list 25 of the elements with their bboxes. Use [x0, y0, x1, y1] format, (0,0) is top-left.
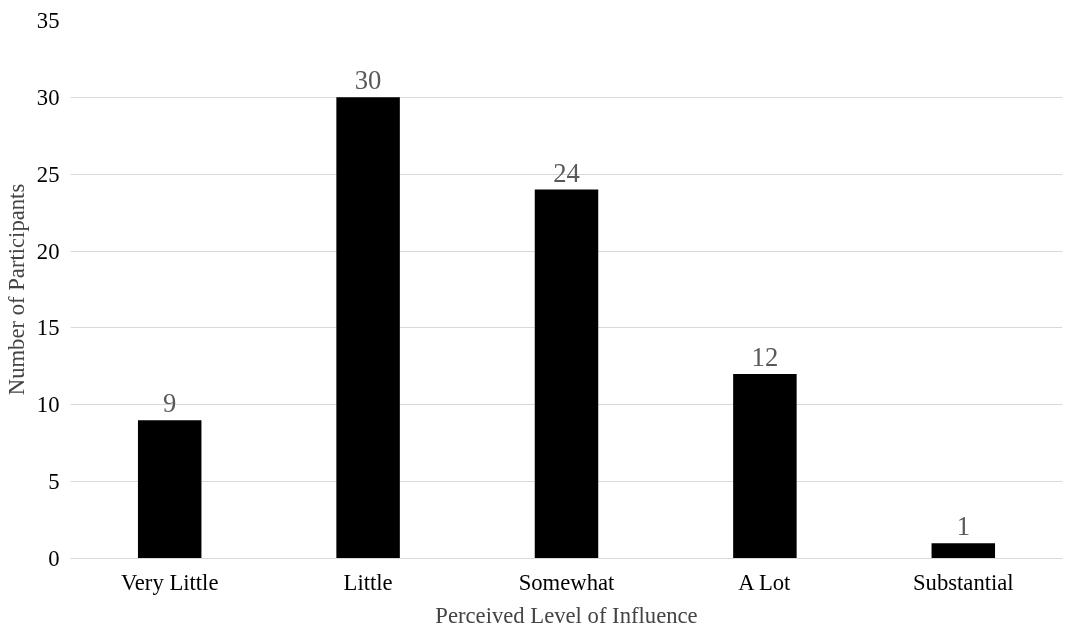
- data-label: 30: [354, 65, 382, 96]
- y-tick-label: 0: [48, 546, 60, 571]
- y-tick-label: 35: [36, 8, 60, 33]
- y-tick-label: 10: [36, 392, 60, 418]
- data-label: 12: [751, 342, 779, 373]
- x-tick-label: A Lot: [738, 569, 792, 595]
- x-tick-label: Somewhat: [518, 569, 616, 595]
- bar: [733, 374, 797, 559]
- bar: [137, 420, 202, 559]
- y-tick-label: 30: [36, 84, 60, 110]
- x-tick-label: Little: [343, 569, 393, 595]
- y-tick-label: 20: [36, 238, 60, 264]
- y-tick-label: 5: [48, 469, 60, 495]
- data-label: 1: [956, 511, 970, 542]
- data-label: 24: [553, 157, 580, 188]
- bar: [534, 189, 599, 559]
- bar: [931, 543, 996, 559]
- y-tick-label: 25: [36, 161, 60, 187]
- data-label: 9: [163, 388, 177, 419]
- x-axis-title: Perceived Level of Influence: [435, 602, 698, 628]
- x-tick-label: Substantial: [912, 569, 1014, 595]
- y-tick-label: 15: [36, 315, 60, 341]
- bar: [336, 97, 400, 559]
- y-axis-title: Number of Participants: [3, 183, 29, 396]
- x-tick-label: Very Little: [120, 569, 219, 595]
